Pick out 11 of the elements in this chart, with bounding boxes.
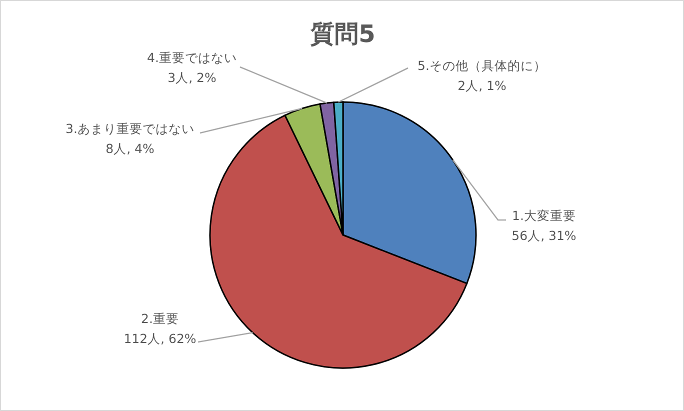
slice-label: 5.その他（具体的に） [418,58,546,72]
data-label: 8人, 4% [106,140,154,156]
chart-title: 質問5 [310,19,376,49]
data-label: 56人, 31% [512,228,576,242]
slice-label: 1.大変重要 [512,208,576,222]
data-label: 2人, 1% [458,78,506,92]
data-label: 3人, 2% [168,70,216,84]
data-label: 112人, 62% [124,330,196,346]
slice-label: 2.重要 [141,310,179,326]
slice-label: 3.あまり重要ではない [66,120,194,136]
slice-label: 4.重要ではない [147,50,237,64]
